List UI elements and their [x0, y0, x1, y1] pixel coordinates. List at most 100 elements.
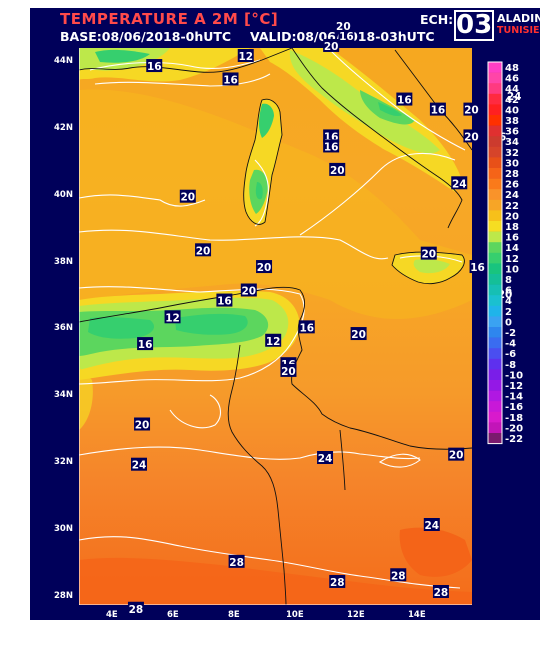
contour-label-box — [179, 189, 196, 203]
contour-label-box — [131, 457, 147, 471]
legend-level-label: 20 — [505, 211, 519, 222]
lon-label: 6E — [167, 610, 179, 620]
legend-swatch — [488, 433, 502, 444]
corsica-sardinia-coast — [243, 98, 283, 225]
legend-level-label: 26 — [505, 180, 519, 191]
contour-label-box — [164, 310, 181, 324]
contour-label-text: 20 — [196, 245, 211, 257]
contour-label-box — [137, 337, 154, 351]
legend-level-label: 40 — [505, 105, 519, 116]
contour-label: 20 — [350, 327, 367, 341]
legend-level-label: 38 — [505, 116, 519, 127]
contour-label-text: 20 — [324, 41, 339, 53]
legend-level-label: 36 — [505, 127, 519, 138]
contour-label-box — [323, 38, 340, 52]
contour-label-text: 28 — [391, 570, 406, 582]
contour-label-text: 28 — [229, 557, 244, 569]
contour-label: 16 — [396, 92, 413, 107]
legend-swatch — [488, 157, 502, 169]
legend-level-label: 28 — [505, 169, 519, 180]
contour-label-box — [240, 283, 257, 297]
contour-label-text: 20 — [464, 105, 479, 117]
contour-label-text: 24 — [132, 460, 147, 472]
contour-label: 20 — [463, 102, 480, 117]
legend-swatch — [488, 358, 502, 370]
legend-swatch — [488, 189, 502, 201]
isotherm-20-france — [94, 73, 271, 87]
legend-level-label: 2 — [505, 307, 512, 318]
legend-swatch — [488, 348, 502, 360]
legend-level-label: -18 — [505, 413, 523, 424]
legend-level-label: -12 — [505, 381, 523, 392]
lat-label: 40N — [54, 190, 73, 200]
contour-label: 16 — [137, 337, 154, 351]
legend-level-label: 32 — [505, 148, 519, 159]
contour-label-text: 20 — [421, 249, 436, 261]
legend-level-label: 14 — [505, 243, 519, 254]
contour-label: 28 — [127, 601, 144, 616]
chart-title: TEMPERATURE A 2M [°C] — [60, 10, 279, 28]
contour-label-box — [134, 417, 151, 431]
contour-label-text: 20 — [281, 366, 296, 378]
contour-label-text: 20 — [464, 131, 479, 143]
brand-logo: ALADIN TUNISIE — [497, 12, 543, 36]
lon-label: 4E — [106, 610, 118, 620]
contour-label-box — [429, 102, 446, 116]
contour-label: 24 — [423, 518, 440, 532]
legend-swatch — [488, 369, 502, 381]
contour-label-text: 28 — [434, 587, 449, 599]
contour-label-text: 16 — [470, 262, 485, 274]
contour-label: 28 — [228, 554, 245, 569]
contour-label-box — [463, 102, 480, 116]
contour-label: 20 — [280, 363, 297, 378]
contour-label-text: 16 — [217, 296, 232, 308]
contour-label: 16 — [429, 102, 446, 117]
contour-label: 20 — [329, 162, 346, 177]
contour-label-text: 24 — [424, 520, 439, 532]
contour-label-text: 16 — [397, 95, 412, 107]
corsica-cold — [259, 103, 274, 138]
north-africa-coast — [79, 286, 472, 450]
legend-swatch — [488, 210, 502, 222]
lat-label: 44N — [54, 56, 73, 66]
legend-swatch — [488, 104, 502, 116]
contour-label-text: 12 — [266, 336, 281, 348]
legend-swatch — [488, 146, 502, 158]
legend-level-label: 44 — [505, 84, 519, 95]
legend-swatch — [488, 380, 502, 391]
contour-label-box — [329, 574, 346, 588]
legend-level-label: 16 — [505, 233, 519, 244]
contour-label-box — [228, 554, 245, 568]
lon-label: 10E — [286, 610, 304, 620]
contour-label-box — [146, 59, 163, 73]
contour-label-box — [265, 333, 282, 347]
contour-label: 20 — [448, 447, 465, 462]
contour-label-box — [195, 243, 212, 257]
contour-label: 16 — [338, 28, 355, 43]
contour-label: 16 — [146, 59, 163, 73]
isotherm-24 — [79, 446, 421, 460]
lon-label: 8E — [228, 610, 240, 620]
contour-label: 20 — [134, 417, 151, 432]
contour-label-box — [317, 451, 334, 464]
contour-label: 16 — [469, 260, 486, 274]
contour-label-text: 24 — [318, 453, 333, 465]
legend-border — [487, 61, 503, 445]
contour-label: 20 — [420, 246, 437, 261]
legend-level-label: 24 — [505, 190, 519, 201]
contour-label-box — [338, 28, 355, 42]
legend-swatch — [488, 242, 502, 254]
contour-label-box — [350, 327, 367, 341]
isotherm-24-italy — [299, 152, 456, 236]
legend-level-label: -10 — [505, 370, 523, 381]
legend-swatch — [488, 168, 502, 179]
contour-label-text: 16 — [339, 31, 354, 43]
contour-label-text: 12 — [238, 51, 253, 63]
atlas-cold-west — [88, 317, 155, 339]
legend-level-label: 46 — [505, 74, 519, 85]
ech-value: 03 — [454, 10, 494, 41]
contour-label-box — [323, 139, 340, 153]
brand-country: TUNISIE — [497, 25, 540, 36]
contour-label: 16 — [298, 320, 315, 334]
